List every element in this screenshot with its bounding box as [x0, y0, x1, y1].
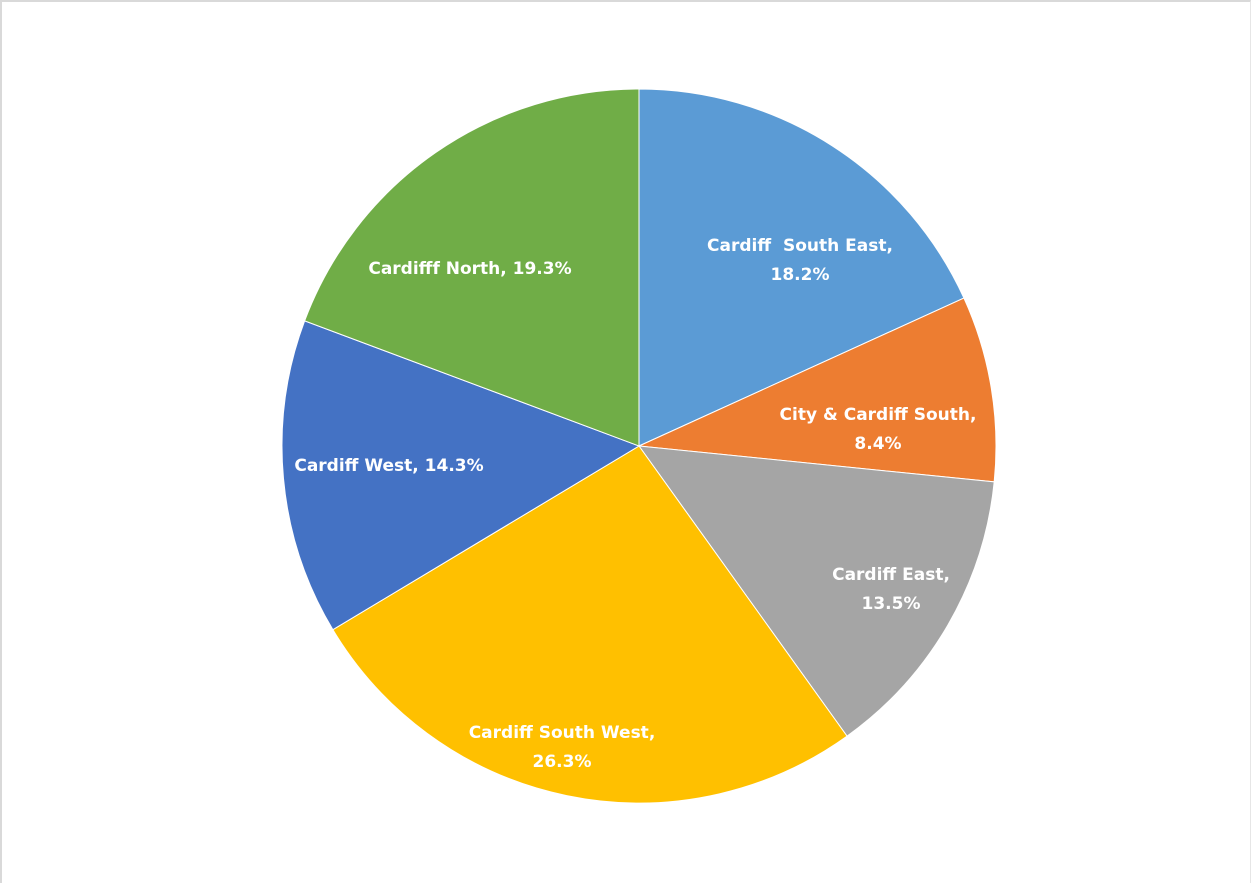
data-label-cardiff-east: Cardiff East, 13.5%: [832, 565, 950, 614]
data-label-cardifff-north: Cardifff North, 19.3%: [368, 259, 571, 279]
data-label-cardiff-west: Cardiff West, 14.3%: [294, 456, 483, 476]
pie-slice-cardifff-north: [304, 88, 640, 447]
data-label-cardiff-south-east: Cardiff South East, 18.2%: [707, 236, 893, 285]
data-label-cardiff-south-west: Cardiff South West, 26.3%: [469, 723, 656, 772]
pie-slice-cardiff-south-west: [332, 445, 848, 804]
pie-slice-cardiff-west: [281, 320, 641, 631]
pie-slice-cardiff-south-east: [638, 88, 965, 447]
slice-labels: Cardiff South East, 18.2% City & Cardiff S…: [294, 236, 976, 772]
pie-slices: [281, 88, 997, 804]
pie-slice-city-and-cardiff-south: [637, 297, 997, 483]
pie-slice-cardiff-east: [637, 445, 995, 737]
data-label-city-and-cardiff-south: City & Cardiff South, 8.4%: [780, 405, 977, 454]
